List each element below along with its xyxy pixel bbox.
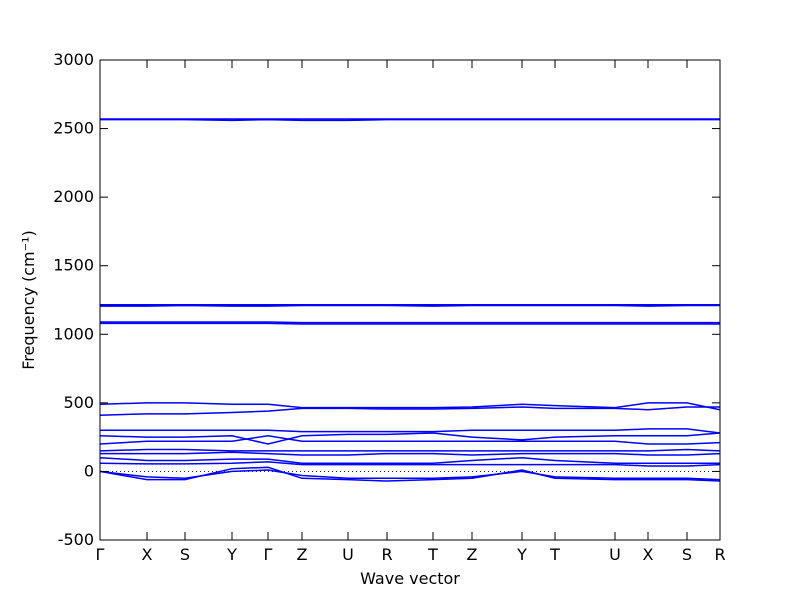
plot-frame — [99, 59, 721, 541]
x-tick-label: Γ — [96, 545, 105, 564]
band-line — [99, 469, 721, 481]
y-tick-label: 1500 — [53, 256, 94, 275]
y-tick-label: 0 — [84, 461, 94, 480]
x-tick-label: Z — [467, 545, 478, 564]
band-line — [99, 456, 720, 464]
x-tick-label: Y — [516, 545, 527, 564]
x-tick-label: Γ — [264, 545, 273, 564]
band-line — [99, 461, 721, 467]
band-line — [99, 435, 721, 445]
x-tick-label: U — [609, 545, 621, 564]
x-tick-label: Z — [297, 545, 308, 564]
band-line — [99, 406, 720, 416]
y-tick-label: 500 — [63, 393, 94, 412]
band-line — [99, 432, 721, 445]
y-tick-label: 1000 — [53, 324, 94, 343]
band-line — [100, 322, 720, 325]
x-tick-label: R — [714, 545, 725, 564]
band-line — [99, 448, 721, 452]
band-line — [99, 402, 721, 411]
x-tick-label: T — [427, 545, 438, 564]
x-tick-label: U — [342, 545, 354, 564]
x-tick-label: X — [142, 545, 153, 564]
y-tick-label: 3000 — [53, 50, 94, 69]
band-line — [100, 428, 721, 434]
x-tick-label: X — [643, 545, 654, 564]
x-tick-label: T — [549, 545, 560, 564]
y-tick-label: 2000 — [53, 187, 94, 206]
band-line — [100, 321, 720, 324]
band-line — [100, 304, 720, 307]
y-tick-label: 2500 — [53, 119, 94, 138]
y-axis-label: Frequency (cm⁻¹) — [19, 230, 38, 369]
band-line — [100, 451, 721, 456]
y-tick-label: -500 — [58, 530, 94, 549]
x-tick-label: S — [180, 545, 190, 564]
x-tick-label: R — [381, 545, 392, 564]
x-tick-label: Y — [226, 545, 237, 564]
x-tick-label: S — [682, 545, 692, 564]
x-axis-label: Wave vector — [360, 569, 460, 588]
band-line — [100, 118, 720, 122]
